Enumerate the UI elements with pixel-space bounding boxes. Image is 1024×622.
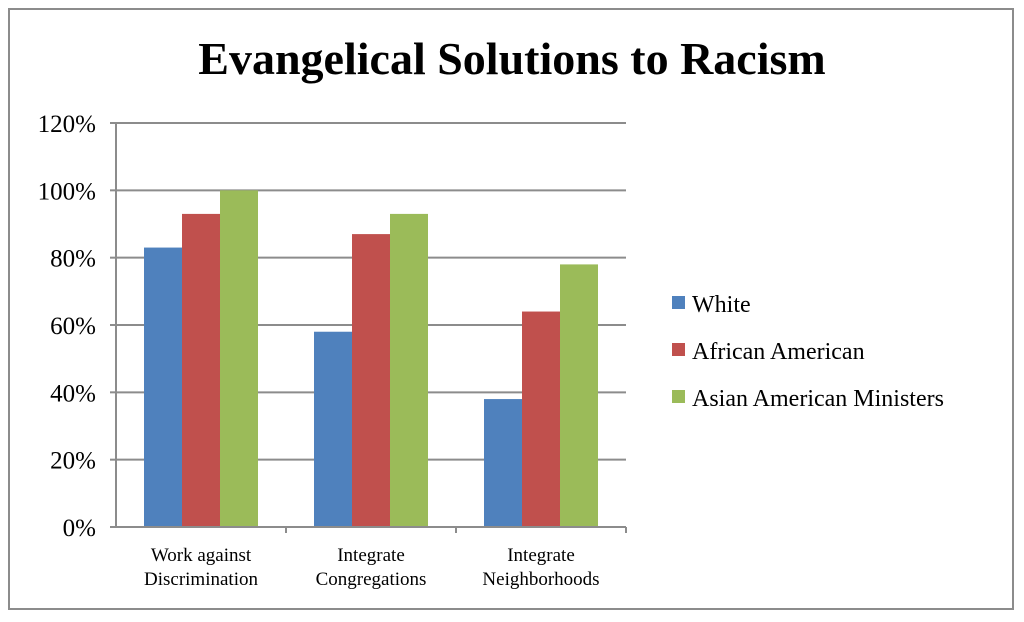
bar-asian-american-ministers bbox=[390, 213, 428, 527]
legend: White African American Asian American Mini… bbox=[672, 292, 944, 412]
x-category-labels: Work against Discrimination Integrate Congr… bbox=[144, 545, 600, 590]
y-tick-label: 80% bbox=[50, 246, 96, 273]
legend-swatch bbox=[672, 343, 685, 356]
y-tick-label: 40% bbox=[50, 380, 96, 407]
bar-african-american bbox=[522, 311, 560, 527]
y-tick-label: 20% bbox=[50, 448, 96, 475]
bar-white bbox=[314, 331, 352, 527]
y-tick-label: 100% bbox=[38, 178, 96, 205]
y-tick-label: 0% bbox=[63, 515, 96, 542]
chart-title: Evangelical Solutions to Racism bbox=[198, 33, 826, 84]
legend-swatch bbox=[672, 390, 685, 403]
x-category-label: Integrate Neighborhoods bbox=[482, 545, 599, 590]
x-category-label: Work against Discrimination bbox=[144, 545, 258, 590]
bar-white bbox=[144, 247, 182, 528]
bar-african-american bbox=[352, 234, 390, 527]
bars bbox=[144, 190, 598, 528]
legend-label: Asian American Ministers bbox=[692, 386, 944, 412]
y-tick-label: 120% bbox=[38, 111, 96, 138]
bar-asian-american-ministers bbox=[220, 190, 258, 528]
y-tick-labels: 0% 20% 40% 60% 80% 100% 120% bbox=[38, 111, 96, 542]
legend-swatch bbox=[672, 296, 685, 309]
x-category-label: Integrate Congregations bbox=[316, 545, 427, 590]
y-tick-label: 60% bbox=[50, 313, 96, 340]
legend-label: African American bbox=[692, 339, 865, 365]
legend-label: White bbox=[692, 292, 751, 318]
axes bbox=[110, 122, 627, 533]
bar-asian-american-ministers bbox=[560, 264, 598, 527]
bar-african-american bbox=[182, 213, 220, 527]
bar-white bbox=[484, 399, 522, 527]
